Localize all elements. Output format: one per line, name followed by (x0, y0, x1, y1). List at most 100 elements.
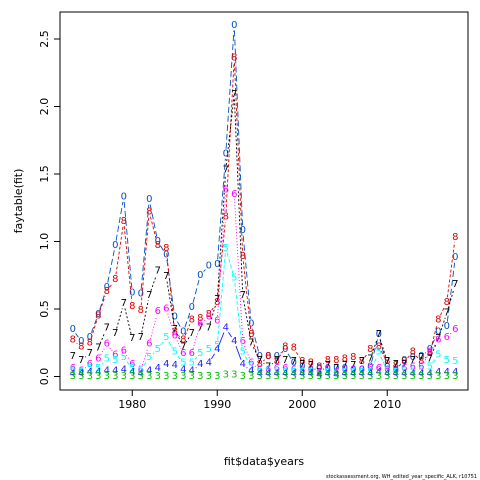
series-4-point: 4 (401, 368, 407, 379)
series-7-segment (124, 308, 132, 334)
series-8-segment (430, 324, 438, 349)
series-6-point: 6 (308, 366, 314, 377)
series-4-point: 4 (87, 367, 93, 378)
series-6-point: 6 (401, 363, 407, 374)
series-6-point: 6 (257, 364, 263, 375)
series-7-point: 7 (435, 333, 441, 344)
series-0-segment (371, 339, 378, 363)
series-4-point: 4 (359, 368, 365, 379)
series-4-point: 4 (70, 368, 76, 379)
series-3-point: 3 (401, 371, 407, 382)
series-0-point: 0 (248, 318, 254, 329)
series-8-segment (424, 356, 427, 359)
series-3-point: 3 (257, 371, 263, 382)
series-3-point: 3 (231, 370, 237, 381)
series-8-point: 8 (163, 243, 169, 254)
series-6-point: 6 (163, 304, 169, 315)
series-5-point: 5 (342, 367, 348, 378)
series-7-point: 7 (155, 266, 161, 277)
series-0-point: 0 (265, 351, 271, 362)
series-8-segment (109, 283, 113, 288)
series-5-point: 5 (359, 367, 365, 378)
y-tick-label: 2.5 (38, 30, 51, 48)
series-4-point: 4 (104, 366, 110, 377)
series-3-point: 3 (129, 371, 135, 382)
series-6-point: 6 (452, 324, 458, 335)
series-7-point: 7 (359, 356, 365, 367)
series-7-point: 7 (333, 363, 339, 374)
series-5-point: 5 (87, 363, 93, 374)
series-4-point: 4 (342, 368, 348, 379)
plot-frame (59, 11, 469, 391)
series-6-point: 6 (393, 366, 399, 377)
series-0-point: 0 (206, 260, 212, 271)
series-5-point: 5 (146, 352, 152, 363)
series-6-point: 6 (299, 366, 305, 377)
series-4-point: 4 (206, 358, 212, 369)
series-8-point: 8 (308, 358, 314, 369)
series-8-point: 8 (95, 310, 101, 321)
series-7-segment (84, 356, 87, 358)
series-0-segment (424, 352, 427, 354)
series-0-point: 0 (308, 364, 314, 375)
series-4-point: 4 (240, 359, 246, 370)
series-5-point: 5 (129, 363, 135, 374)
series-7-point: 7 (197, 322, 203, 333)
series-0-point: 0 (189, 302, 195, 313)
series-4-segment (228, 331, 232, 338)
series-7-point: 7 (350, 360, 356, 371)
series-0-point: 0 (197, 270, 203, 281)
series-7-segment (263, 363, 265, 365)
series-8-point: 8 (231, 52, 237, 63)
series-4-point: 4 (444, 367, 450, 378)
series-5-point: 5 (333, 368, 339, 379)
series-8-segment (115, 226, 124, 275)
series-6-point: 6 (291, 364, 297, 375)
series-0-segment (446, 262, 456, 322)
series-0-point: 0 (350, 364, 356, 375)
series-8-segment (178, 335, 180, 337)
series-5-point: 5 (299, 367, 305, 378)
series-4-point: 4 (393, 368, 399, 379)
series-0-point: 0 (87, 332, 93, 343)
series-6-point: 6 (121, 345, 127, 356)
series-5-point: 5 (274, 366, 280, 377)
series-0-segment (242, 235, 252, 319)
series-0-segment (234, 30, 243, 226)
series-7-segment (225, 99, 235, 166)
series-6-point: 6 (129, 359, 135, 370)
series-6-point: 6 (155, 306, 161, 317)
series-8-point: 8 (359, 356, 365, 367)
series-3-point: 3 (393, 371, 399, 382)
series-6-point: 6 (95, 353, 101, 364)
series-4-point: 4 (146, 366, 152, 377)
series-4-point: 4 (223, 322, 229, 333)
y-tick-label: 0.5 (38, 300, 51, 318)
series-0-segment (379, 339, 387, 363)
series-8-point: 8 (129, 301, 135, 312)
series-0-segment (99, 292, 106, 310)
series-0-segment (287, 353, 292, 360)
series-6-point: 6 (104, 339, 110, 350)
series-5-segment (126, 361, 130, 365)
series-3-point: 3 (333, 371, 339, 382)
series-7-point: 7 (393, 359, 399, 370)
series-6-point: 6 (206, 312, 212, 323)
series-3-point: 3 (367, 371, 373, 382)
series-6-point: 6 (342, 364, 348, 375)
series-7-point: 7 (163, 271, 169, 282)
series-4-point: 4 (231, 336, 237, 347)
series-6-point: 6 (435, 335, 441, 346)
series-8-point: 8 (197, 313, 203, 324)
series-3-point: 3 (95, 371, 101, 382)
series-8-point: 8 (138, 305, 144, 316)
series-4-point: 4 (410, 368, 416, 379)
series-3-point: 3 (316, 371, 322, 382)
series-7-point: 7 (121, 298, 127, 309)
series-5-point: 5 (163, 332, 169, 343)
series-8-point: 8 (427, 348, 433, 359)
series-7-segment (166, 281, 175, 325)
series-6-point: 6 (359, 364, 365, 375)
series-0-segment (280, 352, 282, 354)
